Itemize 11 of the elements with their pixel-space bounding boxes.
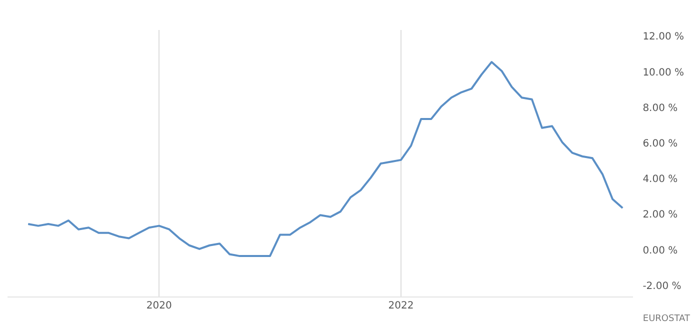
y-tick-label: 10.00 % — [642, 67, 684, 78]
x-tick-label: 2020 — [146, 300, 172, 312]
y-tick-label: 6.00 % — [642, 138, 678, 150]
y-tick-label: 0.00 % — [642, 245, 678, 256]
y-tick-label: 8.00 % — [642, 102, 678, 114]
y-tick-label: 2.00 % — [642, 210, 678, 221]
y-tick-label: -2.00 % — [642, 280, 682, 292]
y-tick-label: 12.00 % — [642, 32, 684, 43]
y-tick-label: 4.00 % — [642, 174, 678, 186]
text: EUROSTAT — [642, 314, 690, 324]
x-tick-label: 2022 — [388, 300, 414, 312]
